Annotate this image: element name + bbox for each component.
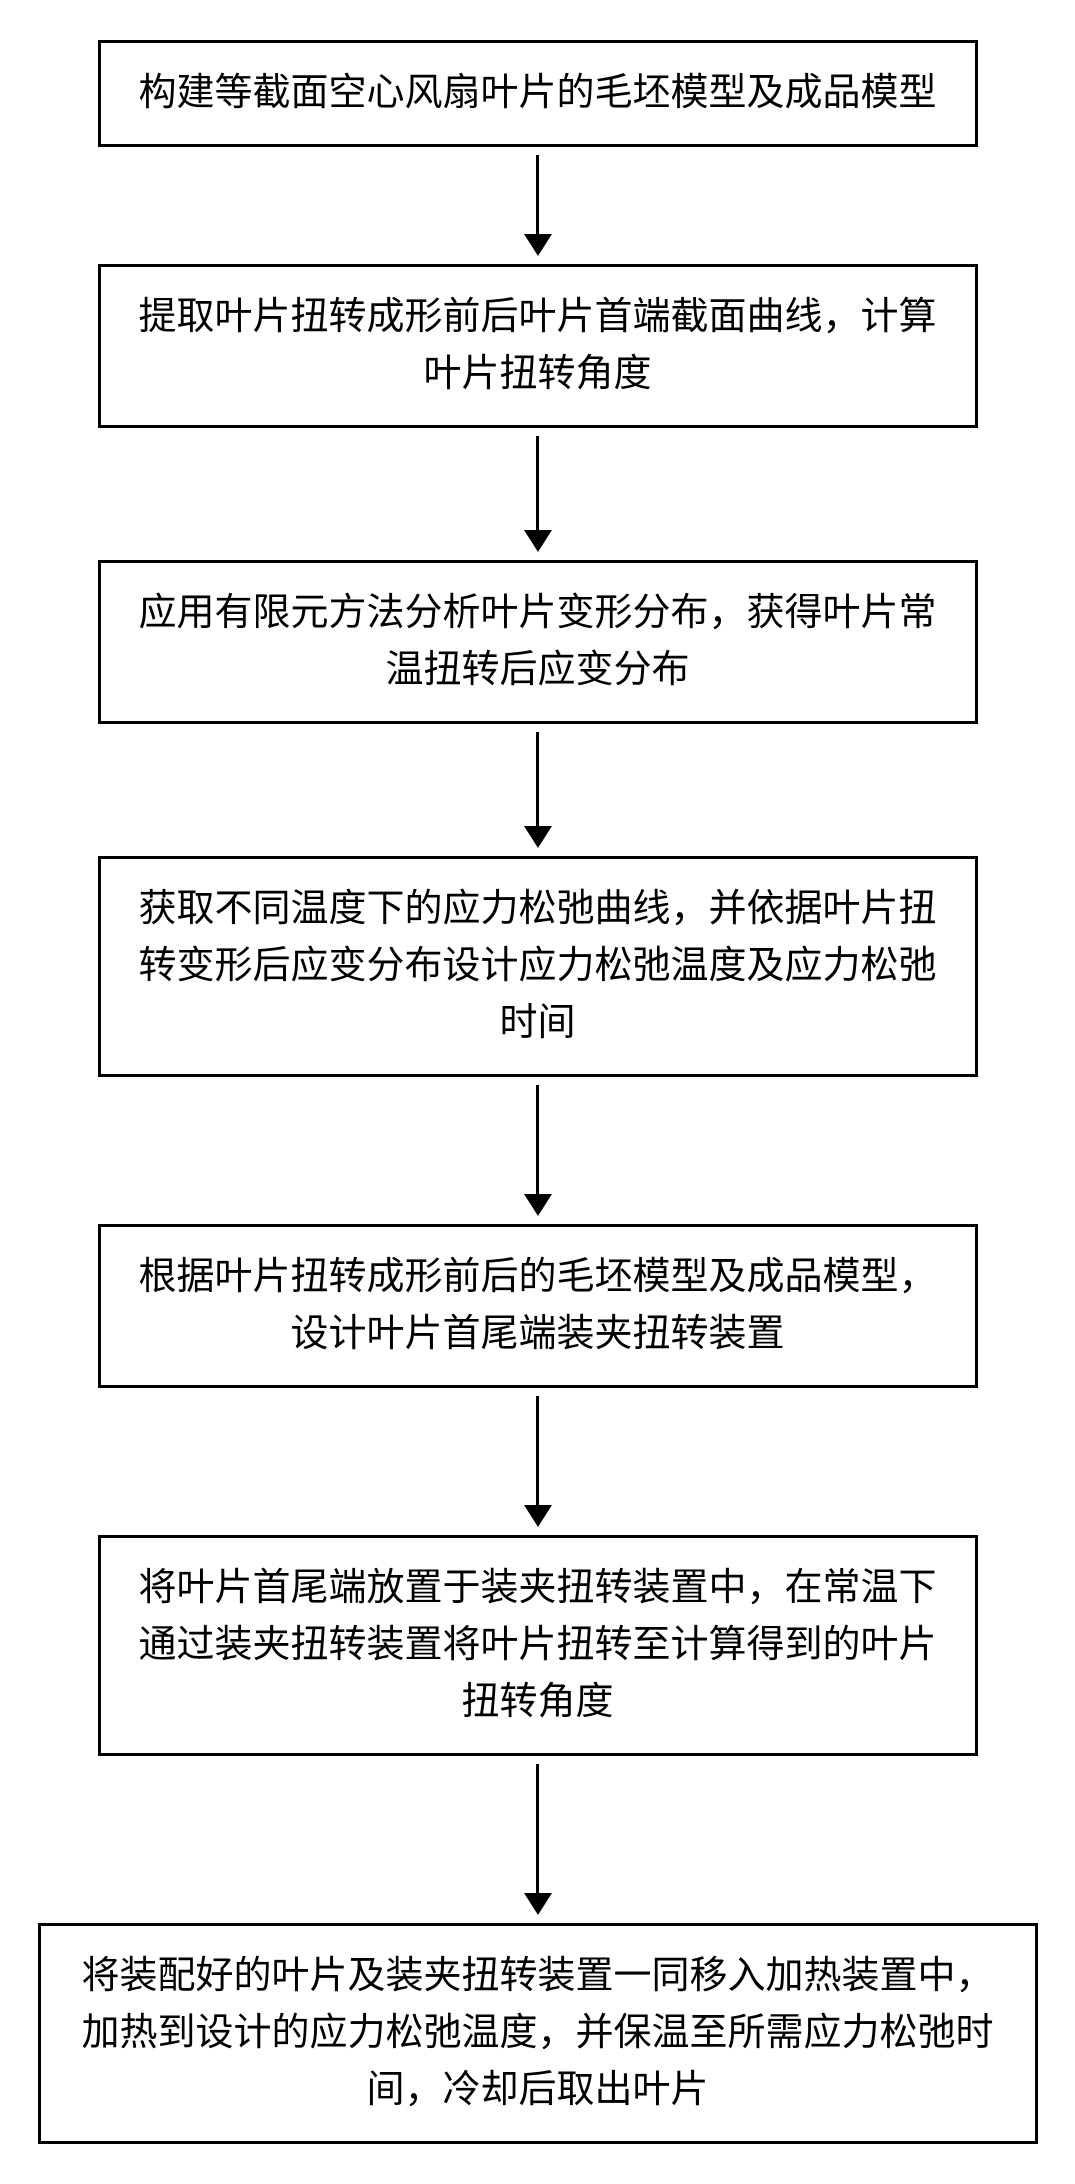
arrow-down-icon: [524, 1396, 552, 1527]
flowchart-node-n6: 将叶片首尾端放置于装夹扭转装置中，在常温下通过装夹扭转装置将叶片扭转至计算得到的…: [98, 1535, 978, 1756]
arrow-head-icon: [524, 530, 552, 552]
flowchart-container: 构建等截面空心风扇叶片的毛坯模型及成品模型提取叶片扭转成形前后叶片首端截面曲线，…: [38, 40, 1038, 2144]
arrow-down-icon: [524, 732, 552, 848]
node-text: 根据叶片扭转成形前后的毛坯模型及成品模型，设计叶片首尾端装夹扭转装置: [138, 1256, 936, 1355]
arrow-head-icon: [524, 1505, 552, 1527]
arrow-line: [536, 732, 539, 827]
node-text: 应用有限元方法分析叶片变形分布，获得叶片常温扭转后应变分布: [138, 592, 936, 691]
node-text: 提取叶片扭转成形前后叶片首端截面曲线，计算叶片扭转角度: [138, 296, 936, 395]
arrow-line: [536, 1085, 539, 1195]
arrow-line: [536, 155, 539, 235]
arrow-down-icon: [524, 1085, 552, 1216]
node-text: 构建等截面空心风扇叶片的毛坯模型及成品模型: [138, 72, 936, 114]
arrow-line: [536, 1764, 539, 1894]
arrow-head-icon: [524, 234, 552, 256]
flowchart-node-n5: 根据叶片扭转成形前后的毛坯模型及成品模型，设计叶片首尾端装夹扭转装置: [98, 1224, 978, 1388]
arrow-head-icon: [524, 1194, 552, 1216]
flowchart-node-n1: 构建等截面空心风扇叶片的毛坯模型及成品模型: [98, 40, 978, 147]
arrow-head-icon: [524, 826, 552, 848]
arrow-down-icon: [524, 1764, 552, 1915]
node-text: 将叶片首尾端放置于装夹扭转装置中，在常温下通过装夹扭转装置将叶片扭转至计算得到的…: [138, 1567, 936, 1723]
node-text: 获取不同温度下的应力松弛曲线，并依据叶片扭转变形后应变分布设计应力松弛温度及应力…: [138, 888, 936, 1044]
flowchart-node-n4: 获取不同温度下的应力松弛曲线，并依据叶片扭转变形后应变分布设计应力松弛温度及应力…: [98, 856, 978, 1077]
arrow-head-icon: [524, 1893, 552, 1915]
arrow-down-icon: [524, 155, 552, 256]
node-text: 将装配好的叶片及装夹扭转装置一同移入加热装置中，加热到设计的应力松弛温度，并保温…: [81, 1955, 993, 2111]
arrow-line: [536, 436, 539, 531]
flowchart-node-n7: 将装配好的叶片及装夹扭转装置一同移入加热装置中，加热到设计的应力松弛温度，并保温…: [38, 1923, 1038, 2144]
arrow-line: [536, 1396, 539, 1506]
arrow-down-icon: [524, 436, 552, 552]
flowchart-node-n2: 提取叶片扭转成形前后叶片首端截面曲线，计算叶片扭转角度: [98, 264, 978, 428]
flowchart-node-n3: 应用有限元方法分析叶片变形分布，获得叶片常温扭转后应变分布: [98, 560, 978, 724]
